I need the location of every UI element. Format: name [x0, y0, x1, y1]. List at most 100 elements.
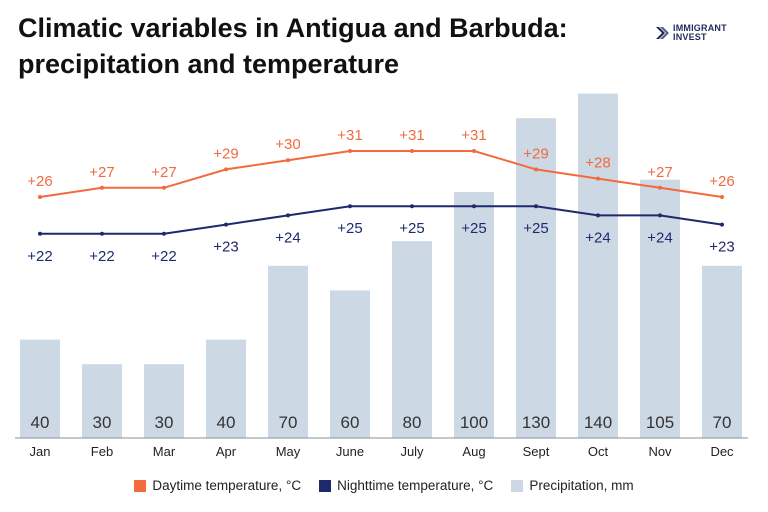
- day-temp-point: [720, 195, 724, 199]
- x-tick-label: Aug: [462, 444, 485, 459]
- night-temp-point: [658, 213, 662, 218]
- precip-value-label: 130: [522, 413, 550, 432]
- day-temp-value-label: +31: [337, 127, 362, 144]
- night-temp-point: [472, 204, 476, 209]
- precip-bar: [454, 192, 494, 438]
- day-temp-value-label: +26: [709, 173, 734, 190]
- precip-value-label: 105: [646, 413, 674, 432]
- chart-title-line1: Climatic variables in Antigua and Barbud…: [18, 13, 568, 43]
- x-tick-label: Mar: [153, 444, 176, 459]
- climate-chart: 40 Jan 30 Feb 30 Mar 40 Apr 70 May 60 June 80 July 100…: [15, 93, 748, 459]
- legend-item-night: Nighttime temperature, °C: [319, 478, 493, 493]
- precip-value-label: 70: [279, 413, 298, 432]
- logo-text: IMMIGRANT INVEST: [673, 24, 727, 42]
- night-temp-point: [100, 231, 104, 236]
- precip-bar: [640, 179, 680, 438]
- precip-bar: [144, 364, 184, 438]
- precip-bar: [392, 241, 432, 438]
- x-tick-label: Dec: [710, 444, 734, 459]
- day-temp-point: [596, 176, 600, 181]
- day-temp-point: [472, 149, 476, 153]
- legend-item-precip: Precipitation, mm: [511, 478, 634, 493]
- day-temp-point: [224, 167, 228, 172]
- precip-bar: [20, 339, 60, 438]
- night-temp-point: [162, 231, 166, 236]
- x-tick-label: July: [400, 444, 424, 459]
- precip-value-label: 140: [584, 413, 612, 432]
- precip-value-label: 30: [155, 413, 174, 432]
- precip-value-label: 100: [460, 413, 488, 432]
- night-temp-point: [224, 222, 228, 227]
- x-tick-label: Apr: [216, 444, 237, 459]
- chart-title-line2: precipitation and temperature: [18, 49, 400, 79]
- night-temp-value-label: +22: [89, 248, 114, 265]
- precip-bar: [702, 265, 742, 438]
- precip-bar: [206, 339, 246, 438]
- day-temp-value-label: +29: [523, 145, 548, 162]
- night-temp-value-label: +25: [337, 220, 362, 237]
- precip-value-label: 30: [93, 413, 112, 432]
- precip-value-label: 80: [403, 413, 422, 432]
- day-temp-point: [410, 149, 414, 153]
- night-temp-point: [38, 231, 42, 236]
- night-temp-value-label: +25: [523, 220, 548, 237]
- day-temp-value-label: +28: [585, 155, 610, 172]
- day-temp-point: [534, 167, 538, 172]
- day-temp-value-label: +31: [461, 127, 486, 144]
- precip-bar: [330, 290, 370, 438]
- night-temp-value-label: +25: [399, 220, 424, 237]
- day-temp-value-label: +27: [89, 164, 114, 181]
- night-temp-value-label: +23: [709, 239, 734, 256]
- precip-bar: [82, 364, 122, 438]
- chevron-logo-icon: [656, 27, 669, 39]
- night-temp-point: [596, 213, 600, 218]
- day-temp-point: [162, 185, 166, 190]
- night-temp-value-label: +25: [461, 220, 486, 237]
- x-tick-label: Nov: [648, 444, 672, 459]
- night-temp-point: [720, 222, 724, 227]
- precip-bar: [578, 93, 618, 438]
- day-temp-value-label: +27: [151, 164, 176, 181]
- brand-logo: IMMIGRANT INVEST: [655, 24, 727, 42]
- night-temp-value-label: +22: [151, 248, 176, 265]
- precip-value-label: 40: [217, 413, 236, 432]
- legend-label-night: Nighttime temperature, °C: [337, 478, 494, 493]
- legend-item-day: Daytime temperature, °C: [134, 478, 301, 493]
- x-tick-label: Sept: [523, 444, 550, 459]
- day-temp-point: [100, 185, 104, 190]
- day-temp-value-label: +30: [275, 136, 300, 153]
- logo-line1: IMMIGRANT: [673, 23, 727, 33]
- night-temp-value-label: +24: [647, 229, 672, 246]
- day-temp-point: [658, 185, 662, 190]
- night-temp-value-label: +24: [585, 229, 610, 246]
- night-temp-value-label: +24: [275, 229, 300, 246]
- legend-label-day: Daytime temperature, °C: [152, 478, 302, 493]
- night-temp-point: [286, 213, 290, 218]
- legend-swatch-precip: [511, 479, 524, 492]
- legend-swatch-night: [319, 479, 332, 492]
- precip-bar: [268, 265, 308, 438]
- day-temp-line: [39, 150, 723, 198]
- night-temp-value-label: +23: [213, 239, 238, 256]
- precip-value-label: 70: [713, 413, 732, 432]
- x-tick-label: Jan: [30, 444, 51, 459]
- legend-swatch-day: [134, 479, 147, 492]
- day-temp-point: [286, 158, 290, 163]
- legend-label-precip: Precipitation, mm: [529, 478, 634, 493]
- day-temp-value-label: +29: [213, 145, 238, 162]
- day-temp-point: [38, 195, 42, 199]
- night-temp-point: [348, 204, 352, 209]
- day-temp-point: [348, 149, 352, 153]
- night-temp-point: [410, 204, 414, 209]
- day-temp-value-label: +31: [399, 127, 424, 144]
- logo-line2: INVEST: [673, 32, 707, 42]
- chart-legend: Daytime temperature, °C Nighttime temper…: [0, 478, 768, 493]
- night-temp-line: [40, 205, 723, 235]
- precip-value-label: 40: [31, 413, 50, 432]
- x-tick-label: Feb: [91, 444, 113, 459]
- day-temp-value-label: +27: [647, 164, 672, 181]
- x-tick-label: Oct: [588, 444, 609, 459]
- precip-value-label: 60: [341, 413, 360, 432]
- night-temp-point: [534, 204, 538, 209]
- day-temp-value-label: +26: [27, 173, 52, 190]
